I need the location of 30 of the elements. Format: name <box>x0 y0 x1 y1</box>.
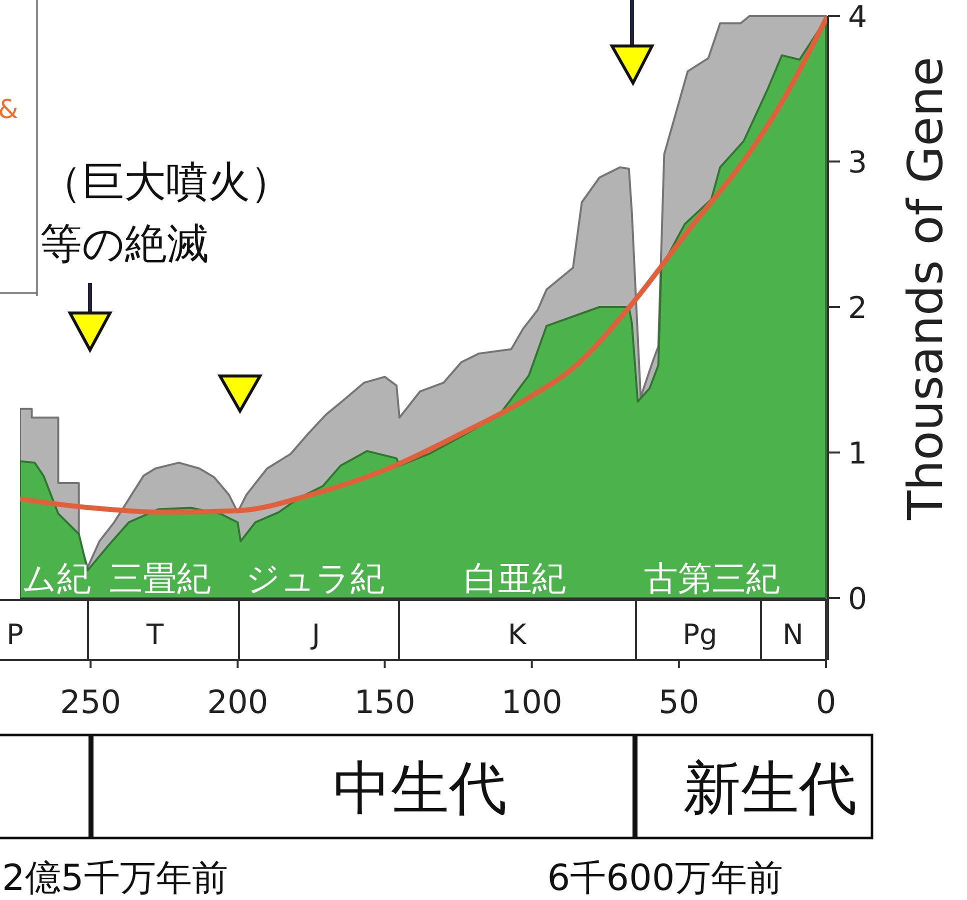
text: 2億5千万年前 <box>2 858 228 899</box>
text: K <box>508 618 527 651</box>
y-tick-label: 1 <box>848 436 868 472</box>
annotation: 白亜紀 <box>464 559 566 599</box>
y-tick-label: 0 <box>848 582 868 617</box>
text: T <box>145 618 164 651</box>
annotation: 三畳紀 <box>109 559 211 599</box>
y-tick-label: 4 <box>848 0 868 35</box>
x-tick-label: 200 <box>207 683 268 721</box>
x-tick-label: 0 <box>816 683 836 721</box>
text: Pg <box>682 618 718 651</box>
text: P <box>6 618 24 651</box>
x-tick-label: 100 <box>501 683 562 721</box>
x-tick-label: 150 <box>354 683 416 721</box>
annotation: 古第三紀 <box>644 559 780 599</box>
y-tick-label: 3 <box>848 146 868 180</box>
text: N <box>782 618 804 651</box>
text: 中生代 <box>333 754 507 822</box>
x-tick-label: 250 <box>60 683 122 721</box>
text: & <box>0 95 18 125</box>
annotation: ム紀 <box>22 559 91 599</box>
text: 6千600万年前 <box>547 858 783 899</box>
annotation: （巨大噴火） <box>40 157 292 206</box>
annotation: 等の絶滅 <box>40 219 209 268</box>
text: 新生代 <box>683 754 857 822</box>
annotation: ジュラ紀 <box>246 559 384 599</box>
text: J <box>310 618 320 651</box>
x-tick-label: 50 <box>658 683 700 721</box>
y-axis-title: Thousands of Gene <box>898 56 954 521</box>
y-tick-label: 2 <box>848 291 868 326</box>
